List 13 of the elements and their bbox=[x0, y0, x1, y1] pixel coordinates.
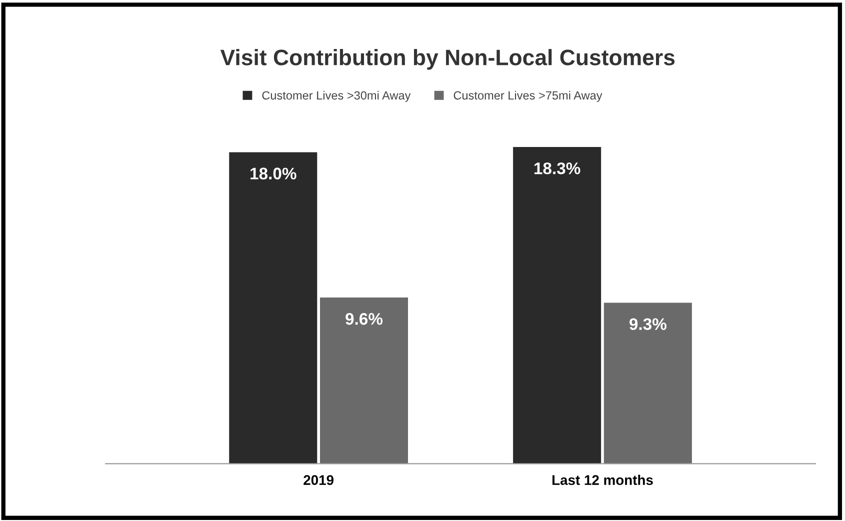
data-label: 9.3% bbox=[629, 318, 666, 330]
bar bbox=[513, 147, 602, 464]
chart-title: Visit Contribution by Non-Local Customers bbox=[220, 49, 675, 70]
x-tick-label: Last 12 months bbox=[552, 474, 653, 486]
bar bbox=[320, 298, 408, 464]
bar bbox=[604, 302, 692, 464]
x-tick-label: 2019 bbox=[304, 475, 334, 486]
data-label: 18.3% bbox=[534, 162, 580, 174]
legend-label: Customer Lives >30mi Away bbox=[262, 90, 411, 102]
data-label: 9.6% bbox=[346, 313, 383, 325]
data-label: 18.0% bbox=[250, 168, 296, 180]
bar bbox=[229, 152, 318, 464]
legend-label: Customer Lives >75mi Away bbox=[454, 90, 602, 102]
